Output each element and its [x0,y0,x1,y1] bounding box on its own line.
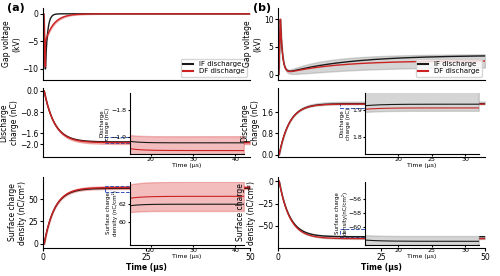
Y-axis label: Discharge
charge (nC): Discharge charge (nC) [240,100,260,145]
Y-axis label: Gap voltage
(kV): Gap voltage (kV) [243,21,262,67]
Bar [340,103,410,108]
Bar [340,229,410,237]
Bar [105,186,217,192]
Legend: IF discharge, DF discharge: IF discharge, DF discharge [181,59,246,76]
Y-axis label: Discharge
charge (nC): Discharge charge (nC) [0,100,18,145]
Legend: IF discharge, DF discharge: IF discharge, DF discharge [416,59,482,76]
Y-axis label: Surface charge
density (nC/cm²): Surface charge density (nC/cm²) [8,181,27,245]
Y-axis label: Surface charge
density (nC/cm²): Surface charge density (nC/cm²) [236,181,256,245]
Bar [105,137,217,143]
Text: (b): (b) [252,3,270,13]
X-axis label: Time (μs): Time (μs) [126,263,166,272]
Y-axis label: Gap voltage
(kV): Gap voltage (kV) [2,21,21,67]
Text: (a): (a) [8,3,25,13]
X-axis label: Time (μs): Time (μs) [361,263,402,272]
